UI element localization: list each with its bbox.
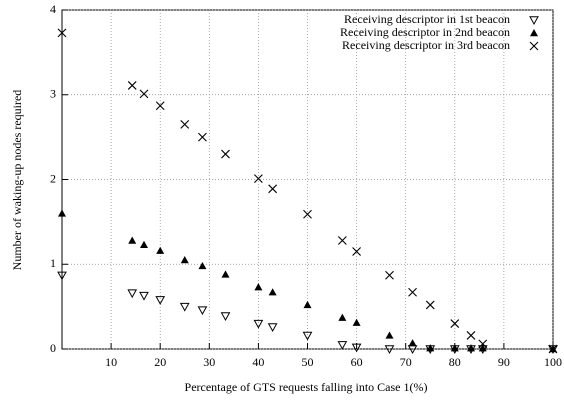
point bbox=[198, 261, 207, 270]
point bbox=[426, 344, 435, 352]
point bbox=[478, 344, 487, 352]
legend-marker bbox=[530, 29, 538, 37]
point bbox=[303, 300, 312, 309]
point bbox=[197, 306, 208, 316]
point bbox=[450, 344, 459, 352]
point bbox=[384, 345, 395, 355]
point bbox=[254, 283, 263, 291]
point bbox=[57, 271, 67, 281]
point bbox=[478, 339, 488, 349]
point bbox=[337, 236, 347, 245]
point bbox=[155, 101, 165, 111]
point bbox=[303, 209, 312, 219]
legend-label: Receiving descriptor in 2nd beacon bbox=[340, 25, 510, 39]
y-axis-label: Number of waking-up nodes required bbox=[10, 90, 24, 271]
point bbox=[254, 174, 263, 184]
point bbox=[220, 312, 231, 321]
point bbox=[221, 149, 230, 159]
point bbox=[385, 331, 394, 339]
x-tick-label: 10 bbox=[105, 355, 117, 369]
point bbox=[127, 81, 137, 90]
point bbox=[139, 240, 148, 248]
legend-label: Receiving descriptor in 3rd beacon bbox=[342, 38, 510, 52]
y-tick-label: 4 bbox=[50, 2, 56, 16]
y-tick-label: 2 bbox=[50, 171, 56, 185]
point bbox=[139, 89, 149, 99]
legend-marker bbox=[529, 41, 539, 51]
x-tick-label: 40 bbox=[252, 355, 264, 369]
point bbox=[268, 184, 278, 194]
point bbox=[57, 28, 67, 38]
x-tick-label: 90 bbox=[498, 355, 510, 369]
x-tick-label: 30 bbox=[203, 355, 215, 369]
point bbox=[156, 246, 165, 254]
point bbox=[385, 270, 394, 280]
y-tick-label: 3 bbox=[50, 87, 56, 101]
point bbox=[198, 132, 207, 142]
point bbox=[180, 256, 189, 264]
x-axis-label: Percentage of GTS requests falling into … bbox=[185, 380, 428, 394]
point bbox=[408, 339, 417, 347]
point bbox=[548, 344, 558, 354]
point bbox=[267, 323, 278, 332]
point bbox=[302, 331, 313, 341]
legend-label: Receiving descriptor in 1st beacon bbox=[344, 12, 510, 26]
legend-marker bbox=[529, 16, 539, 26]
x-tick-label: 100 bbox=[544, 355, 562, 369]
point bbox=[425, 300, 435, 310]
point bbox=[337, 341, 348, 350]
point bbox=[221, 270, 230, 278]
y-tick-label: 1 bbox=[50, 256, 56, 270]
x-tick-label: 60 bbox=[351, 355, 363, 369]
point bbox=[352, 247, 361, 256]
point bbox=[155, 296, 166, 305]
point bbox=[338, 313, 347, 321]
x-tick-label: 80 bbox=[449, 355, 461, 369]
point bbox=[467, 344, 476, 352]
point bbox=[180, 120, 190, 129]
point bbox=[466, 331, 476, 340]
point bbox=[58, 209, 66, 217]
x-tick-label: 70 bbox=[400, 355, 412, 369]
point bbox=[139, 291, 149, 301]
point bbox=[408, 287, 417, 297]
point bbox=[179, 302, 190, 312]
point bbox=[351, 343, 362, 353]
point bbox=[128, 236, 137, 244]
x-tick-label: 20 bbox=[154, 355, 166, 369]
point bbox=[127, 289, 138, 299]
point bbox=[450, 319, 460, 328]
y-tick-label: 0 bbox=[50, 341, 56, 355]
x-tick-label: 50 bbox=[302, 355, 314, 369]
point bbox=[268, 288, 277, 296]
point bbox=[253, 319, 264, 329]
point bbox=[352, 318, 361, 326]
